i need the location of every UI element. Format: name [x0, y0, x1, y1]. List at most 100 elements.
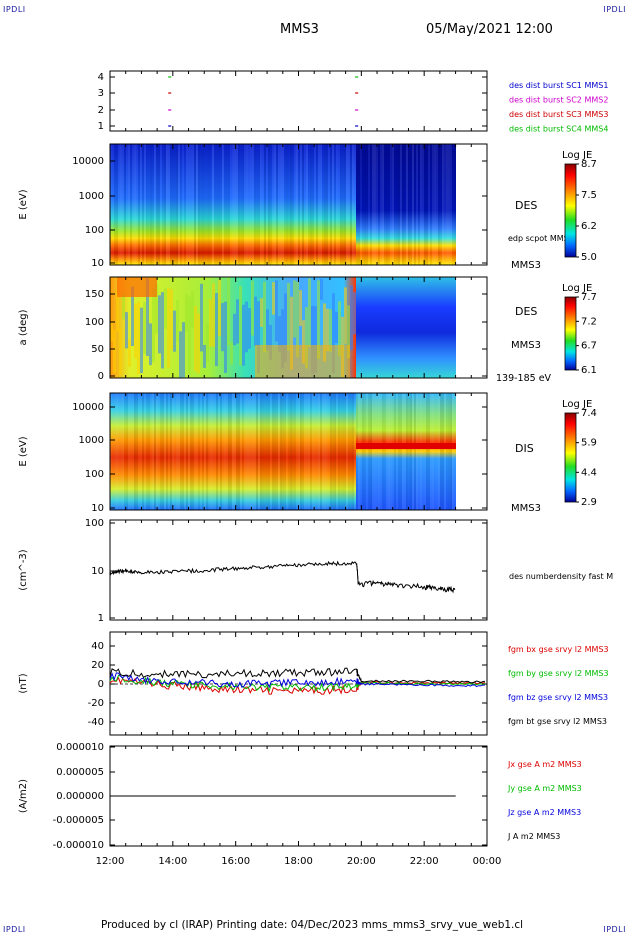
spectrogram-stripe	[396, 393, 398, 510]
spectrogram-stripe	[208, 144, 210, 265]
spectrogram-stripe	[250, 393, 252, 510]
burst-panel-frame	[109, 70, 488, 132]
pitch-stripe	[215, 293, 218, 367]
spectrogram-stripe	[256, 393, 258, 510]
spectrogram-stripe	[200, 144, 202, 265]
burst-y-tick-label: 2	[98, 105, 104, 116]
pitch-stripe	[173, 310, 176, 352]
bfield-series-line	[109, 672, 485, 689]
pitch-stripe	[281, 309, 284, 369]
pitch-stripe	[347, 305, 350, 359]
spectrogram-stripe	[408, 144, 410, 265]
spectrogram-stripe	[292, 393, 294, 510]
time-axis-label: 18:00	[284, 856, 313, 867]
pitch-stripe	[314, 306, 317, 374]
des-pitch-colorbar-title: Log JE	[562, 283, 592, 294]
spectrogram-stripe	[448, 393, 450, 510]
spectrogram-stripe	[174, 144, 176, 265]
spectrogram-stripe	[332, 393, 334, 510]
spectrogram-stripe	[266, 393, 268, 510]
spectrogram-stripe	[294, 393, 296, 510]
spectrogram-stripe	[152, 144, 154, 265]
bfield-y-tick-label: 20	[91, 660, 104, 671]
spectrogram-stripe	[394, 393, 396, 510]
spectrogram-stripe	[308, 393, 310, 510]
bfield-legend-item: fgm bz gse srvy l2 MMS3	[508, 693, 608, 702]
spectrogram-stripe	[266, 144, 268, 265]
burst-legend-item: des dist burst SC2 MMS2	[509, 96, 608, 105]
spectrogram-stripe	[120, 393, 122, 510]
des-energy-colorbar-title: Log JE	[562, 150, 592, 161]
spectrogram-stripe	[346, 393, 348, 510]
spectrogram-stripe	[182, 393, 184, 510]
spectrogram-stripe	[420, 144, 422, 265]
spectrogram-stripe	[322, 144, 324, 265]
spectrogram-stripe	[396, 144, 398, 265]
spectrogram-stripe	[296, 393, 298, 510]
bfield-series-line	[109, 667, 485, 684]
pitch-stripe	[287, 282, 290, 351]
spectrogram-stripe	[328, 144, 330, 265]
spectrogram-stripe	[342, 144, 344, 265]
spectrogram-stripe	[124, 393, 126, 510]
spectrogram-stripe	[358, 144, 360, 265]
pitch-stripe	[140, 307, 143, 374]
spectrogram-stripe	[374, 144, 376, 265]
spectrogram-stripe	[350, 144, 352, 265]
spectrogram-stripe	[158, 144, 160, 265]
spectrogram-stripe	[416, 144, 418, 265]
spectrogram-stripe	[428, 393, 430, 510]
spectrogram-stripe	[132, 144, 134, 265]
pitch-stripe	[317, 280, 320, 359]
des-pitch-y-tick-label: 50	[91, 344, 104, 355]
spectrogram-stripe	[274, 144, 276, 265]
spectrogram-stripe	[162, 393, 164, 510]
spectrogram-stripe	[440, 144, 442, 265]
pitch-stripe	[212, 283, 215, 347]
pitch-stripe	[137, 301, 140, 375]
spectrogram-stripe	[336, 144, 338, 265]
colorbar-tick-label: 7.7	[581, 292, 597, 303]
spectrogram-stripe	[414, 393, 416, 510]
spectrogram-stripe	[364, 393, 366, 510]
spectrogram-stripe	[370, 393, 372, 510]
spectrogram-stripe	[430, 144, 432, 265]
spectrogram-stripe	[274, 393, 276, 510]
spectrogram-stripe	[230, 144, 232, 265]
spectrogram-stripe	[124, 144, 126, 265]
spectrogram-stripe	[232, 144, 234, 265]
dis-energy-y-tick-label: 10	[91, 503, 104, 514]
spectrogram-stripe	[406, 393, 408, 510]
spectrogram-stripe	[436, 393, 438, 510]
pitch-stripe	[308, 278, 311, 348]
spectrogram-stripe	[204, 393, 206, 510]
spectrogram-stripe	[110, 144, 112, 265]
spectrogram-stripe	[210, 393, 212, 510]
spectrogram-stripe	[342, 393, 344, 510]
spectrogram-stripe	[182, 144, 184, 265]
spectrogram-stripe	[240, 144, 242, 265]
spectrogram-stripe	[350, 393, 352, 510]
spectrogram-stripe	[340, 144, 342, 265]
spectrogram-stripe	[130, 393, 132, 510]
spectrogram-stripe	[390, 393, 392, 510]
spectrogram-stripe	[204, 144, 206, 265]
spectrogram-stripe	[426, 393, 428, 510]
spectrogram-stripe	[222, 144, 224, 265]
spectrogram-stripe	[282, 144, 284, 265]
pitch-stripe	[320, 278, 323, 300]
spectrogram-stripe	[392, 144, 394, 265]
spectrogram-stripe	[454, 144, 456, 265]
spectrogram-stripe	[152, 393, 154, 510]
pitch-stripe	[275, 280, 278, 342]
spectrogram-stripe	[252, 144, 254, 265]
spectrogram-stripe	[188, 393, 190, 510]
spectrogram-stripe	[376, 144, 378, 265]
spectrogram-stripe	[394, 144, 396, 265]
spectrogram-stripe	[434, 144, 436, 265]
corner-mark-bottom-right: IPDLI	[603, 925, 626, 934]
colorbar-tick-label: 6.2	[581, 221, 597, 232]
spectrogram-stripe	[360, 144, 362, 265]
des-energy-y-label: E (eV)	[18, 189, 29, 219]
